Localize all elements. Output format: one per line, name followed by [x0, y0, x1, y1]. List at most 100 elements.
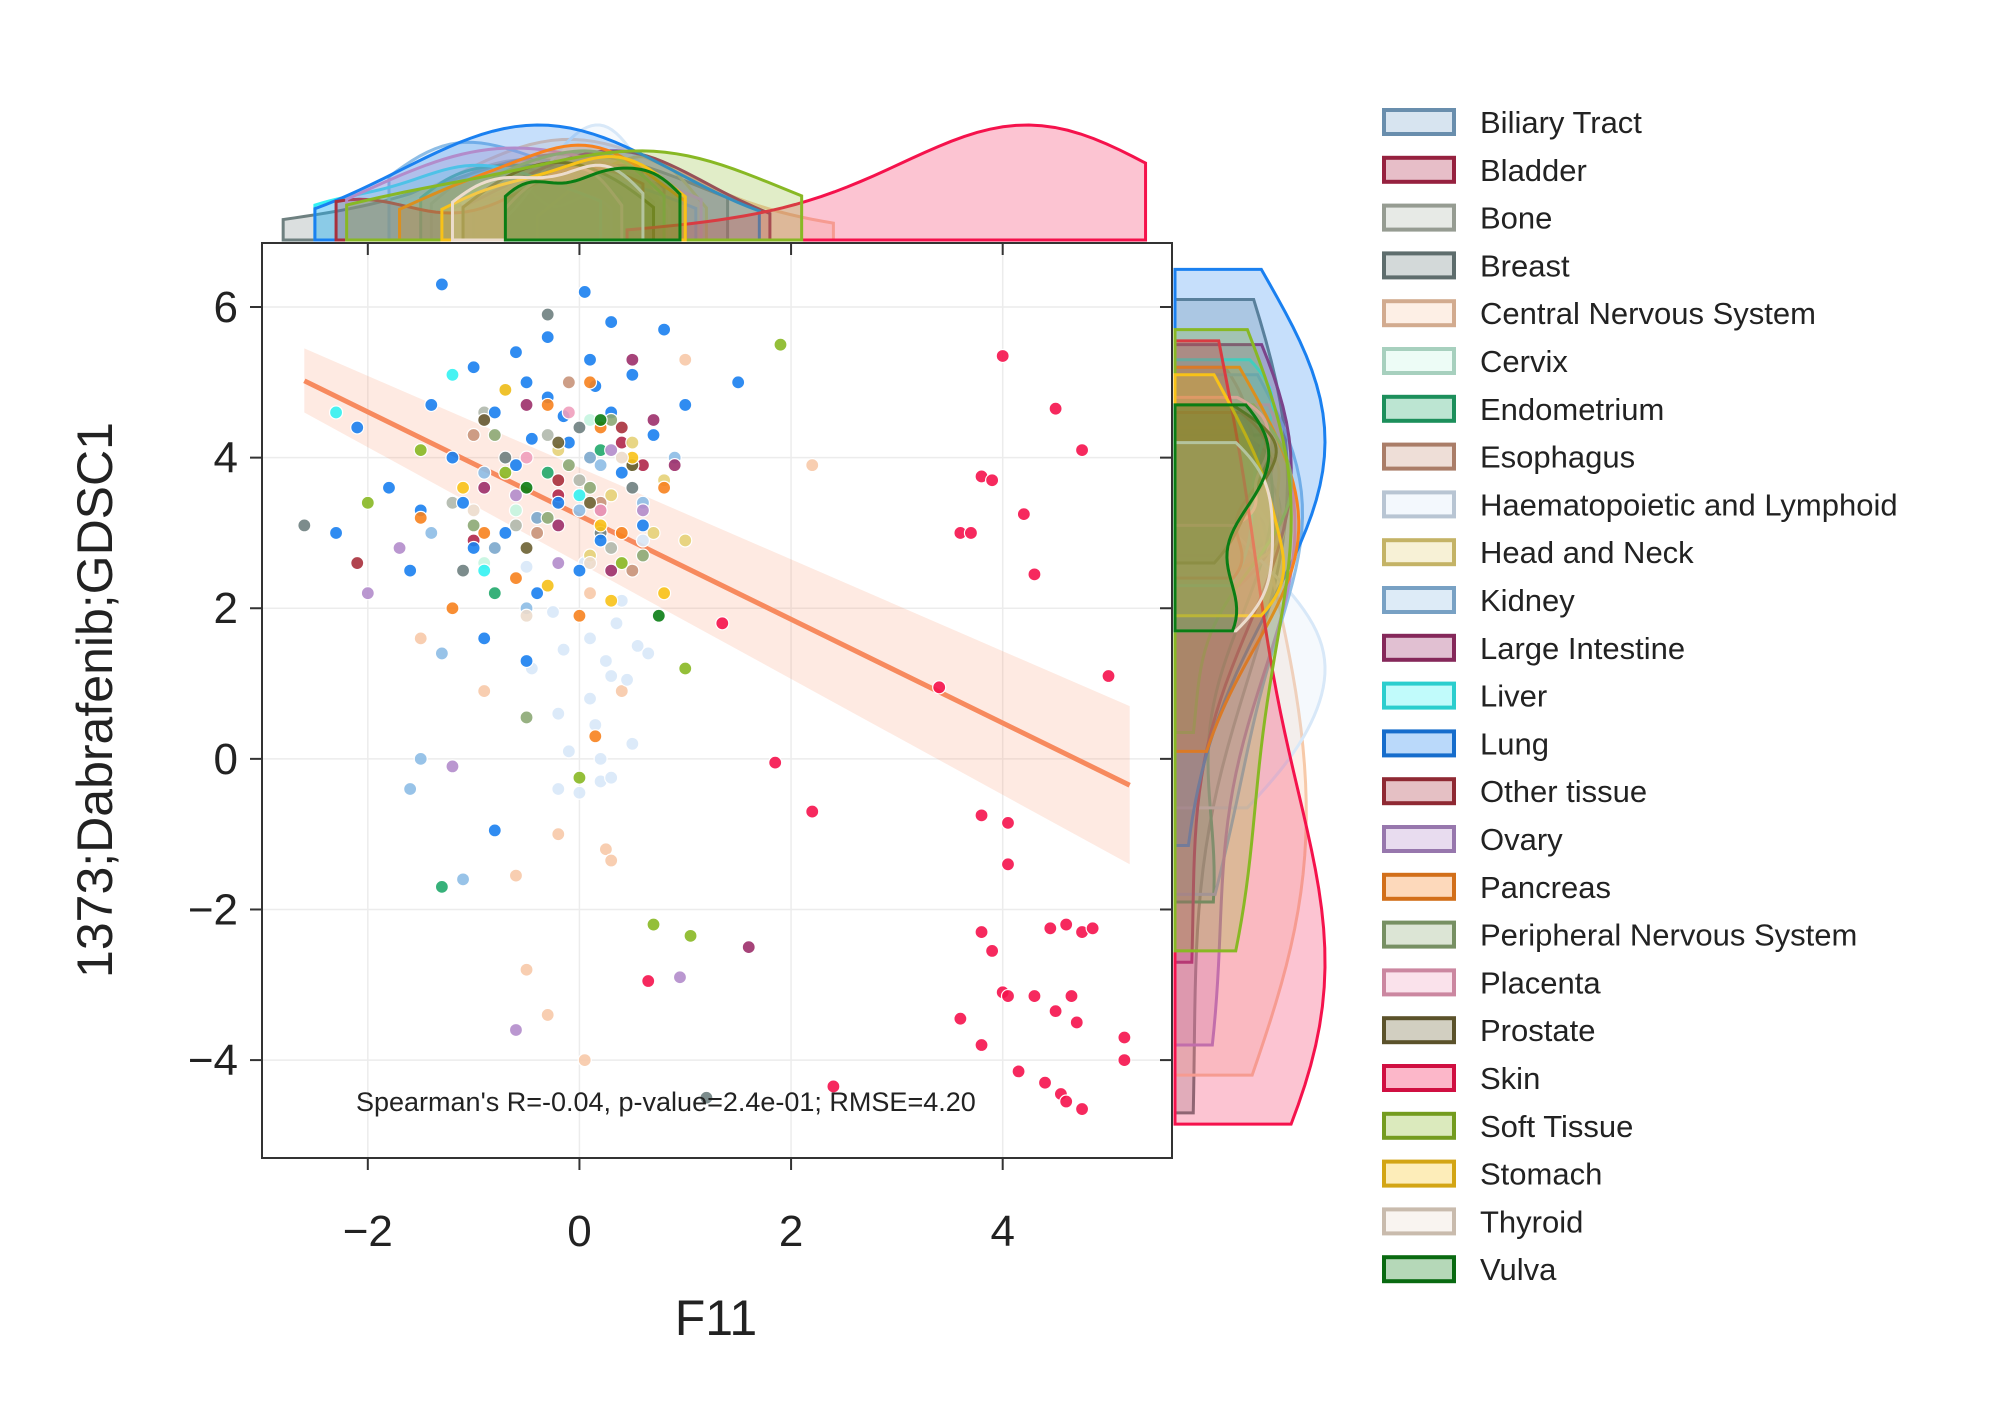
scatter-point — [1069, 1015, 1084, 1030]
scatter-point — [974, 1037, 989, 1053]
legend-label: Prostate — [1480, 1013, 1595, 1048]
legend-label: Placenta — [1480, 965, 1601, 1000]
scatter-point — [1048, 401, 1063, 416]
legend-label: Central Nervous System — [1480, 296, 1816, 331]
marginal-x-density — [345, 149, 804, 242]
scatter-point — [656, 322, 672, 337]
scatter-point — [561, 375, 576, 390]
scatter-point — [985, 943, 1000, 959]
scatter-point — [1016, 507, 1031, 522]
scatter-point — [551, 827, 566, 842]
scatter-point — [1043, 921, 1058, 936]
scatter-point — [466, 518, 481, 533]
scatter-point — [360, 495, 375, 510]
legend-label: Cervix — [1480, 344, 1568, 379]
legend-label: Skin — [1480, 1061, 1540, 1096]
scatter-point — [551, 555, 566, 571]
scatter-point — [582, 691, 598, 706]
scatter-point — [625, 563, 640, 578]
scatter-point — [614, 683, 629, 699]
scatter-point — [667, 458, 682, 473]
y-tick-label: −2 — [188, 885, 238, 934]
scatter-point — [572, 420, 587, 435]
scatter-point — [699, 1090, 714, 1105]
scatter-point — [551, 781, 566, 797]
scatter-point — [604, 540, 619, 556]
marginal-x-density — [503, 166, 624, 242]
scatter-point — [1027, 567, 1042, 582]
scatter-point — [540, 307, 555, 322]
scatter-point — [487, 540, 502, 556]
y-tick-label: 4 — [214, 434, 238, 483]
scatter-point — [588, 729, 603, 744]
scatter-point — [572, 785, 587, 800]
scatter-point — [609, 616, 624, 631]
marginal-y-density — [1173, 441, 1275, 633]
scatter-point — [995, 348, 1010, 364]
scatter-point — [593, 533, 608, 548]
scatter-point — [582, 555, 598, 571]
legend-label: Other tissue — [1480, 774, 1647, 809]
scatter-point — [826, 1079, 841, 1094]
scatter-point — [530, 586, 545, 601]
scatter-point — [1000, 815, 1016, 830]
scatter-point — [572, 488, 587, 503]
scatter-point — [641, 973, 656, 989]
scatter-point — [582, 352, 598, 367]
marginal-x-density — [334, 166, 645, 242]
scatter-point — [551, 518, 566, 533]
scatter-point — [572, 503, 587, 518]
scatter-point — [985, 473, 1000, 488]
scatter-point — [297, 518, 312, 533]
scatter-point — [466, 427, 481, 443]
scatter-point — [572, 770, 587, 785]
legend-label: Large Intestine — [1480, 631, 1685, 666]
scatter-point — [582, 480, 598, 495]
legend-swatch — [1382, 1255, 1456, 1284]
scatter-point — [593, 518, 608, 533]
legend-swatch — [1382, 681, 1456, 710]
scatter-point — [487, 586, 502, 601]
legend-label: Lung — [1480, 726, 1549, 761]
scatter-point — [508, 345, 524, 360]
scatter-point — [715, 616, 730, 631]
scatter-point — [445, 367, 460, 382]
scatter-point — [551, 473, 566, 488]
scatter-point — [625, 367, 640, 382]
marginal-y-density — [1173, 441, 1271, 565]
scatter-point — [413, 751, 428, 766]
marginal-y-density — [1173, 403, 1271, 633]
scatter-point — [678, 352, 693, 367]
scatter-point — [551, 435, 566, 450]
scatter-point — [540, 465, 555, 480]
y-tick-label: −4 — [188, 1036, 238, 1085]
scatter-point — [963, 525, 979, 541]
scatter-point — [1085, 921, 1100, 936]
legend-swatch — [1382, 729, 1456, 758]
scatter-point — [1059, 1094, 1074, 1109]
x-axis-label: F11 — [675, 1290, 757, 1346]
legend-label: Endometrium — [1480, 392, 1664, 427]
scatter-point — [1117, 1052, 1132, 1068]
scatter-point — [561, 744, 576, 759]
legend-label: Breast — [1480, 248, 1570, 283]
scatter-point — [604, 770, 619, 785]
scatter-point — [519, 480, 534, 495]
legend-swatch — [1382, 825, 1456, 853]
scatter-point — [498, 465, 513, 480]
scatter-point — [445, 759, 460, 774]
scatter-point — [572, 473, 587, 488]
scatter-point — [413, 631, 428, 646]
scatter-point — [551, 706, 566, 721]
scatter-point — [487, 823, 502, 838]
legend-swatch — [1382, 490, 1456, 519]
legend-swatch — [1382, 1207, 1456, 1236]
legend-swatch — [1382, 347, 1456, 375]
scatter-point — [731, 375, 746, 390]
scatter-point — [1048, 1004, 1063, 1019]
scatter-point — [360, 586, 375, 601]
marginal-x-density — [625, 123, 1148, 242]
scatter-point — [641, 646, 656, 661]
legend-swatch — [1382, 203, 1456, 232]
scatter-point — [672, 970, 688, 985]
